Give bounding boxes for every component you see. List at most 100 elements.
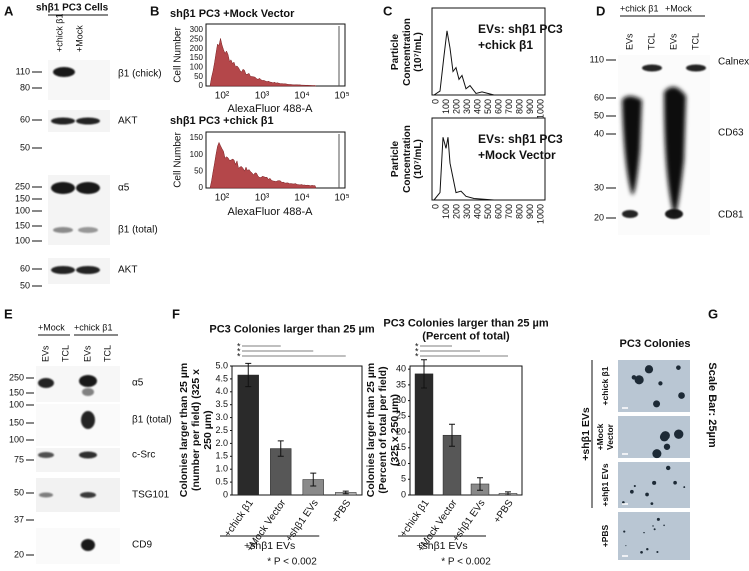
x-tick-label: +PBS <box>492 498 516 526</box>
y-tick-label: 0.5 <box>215 476 228 486</box>
bar <box>414 373 434 496</box>
marker-label: 100 <box>9 434 24 444</box>
group-label: +shβ1 EVs <box>244 540 295 552</box>
group-label: +chick β1 <box>74 322 112 332</box>
y-tick-label: 0 <box>199 81 204 90</box>
blot-band <box>82 388 94 396</box>
panel-label: B <box>150 3 159 18</box>
plot-frame <box>431 7 546 96</box>
error-bar <box>421 359 427 389</box>
lane-label: EVs <box>624 33 634 50</box>
marker-label: 250 <box>9 372 24 382</box>
x-tick-label: 500 <box>483 204 493 219</box>
marker-label: 75 <box>14 454 24 464</box>
x-tick-label: 10² <box>215 193 230 204</box>
significance-star: * <box>415 346 419 356</box>
colony <box>623 530 626 533</box>
x-tick-label: 10⁴ <box>294 91 309 102</box>
lane-label: TCL <box>646 33 656 50</box>
blot-band <box>79 375 97 387</box>
x-tick-label: 1000 <box>535 99 545 119</box>
colony <box>658 381 663 386</box>
x-tick-label: 700 <box>504 204 514 219</box>
plot-title: shβ1 PC3 +chick β1 <box>170 115 274 127</box>
y-tick-label: 0 <box>199 183 204 192</box>
y-tick-label: 30 <box>396 395 406 405</box>
blot-band <box>53 67 75 77</box>
y-tick-label: 1.0 <box>215 464 228 474</box>
blot-band <box>81 539 95 551</box>
x-tick-label: 10⁴ <box>294 193 309 204</box>
scale-bar-label: Scale Bar: 25µm <box>706 362 718 447</box>
x-tick-label: 1000 <box>535 204 545 224</box>
plot-title: shβ1 PC3 +Mock Vector <box>170 8 295 20</box>
colony <box>646 548 649 551</box>
x-tick-label: 0 <box>430 99 440 104</box>
marker-label: 50 <box>594 110 604 120</box>
row-label: +Mock Vector <box>595 423 615 451</box>
colony <box>644 365 654 374</box>
x-tick-label: +chick β1 <box>222 498 256 540</box>
lane-label: TCL <box>60 345 70 362</box>
y-tick-label: 3.0 <box>215 412 228 422</box>
panel-title: shβ1 PC3 Cells <box>36 3 109 14</box>
marker-label: 60 <box>20 114 30 124</box>
y-tick-label: 0 <box>401 489 406 499</box>
colony <box>656 517 660 521</box>
x-tick-label: 700 <box>504 99 514 114</box>
marker-label: 60 <box>594 92 604 102</box>
band-label: c-Src <box>132 450 155 461</box>
lane-label: EVs <box>82 345 92 362</box>
blot-band <box>622 210 638 218</box>
x-axis-label: AlexaFluor 488-A <box>228 103 314 115</box>
error-bar <box>505 491 511 496</box>
y-tick-label: 2.0 <box>215 438 228 448</box>
x-tick-label: 800 <box>514 204 524 219</box>
y-tick-label: 3.5 <box>215 399 228 409</box>
blot-band <box>38 452 54 458</box>
chart-title: PC3 Colonies larger than 25 µm (Percent … <box>383 317 549 342</box>
blot-strip <box>36 528 120 564</box>
x-tick-label: 10² <box>215 91 230 102</box>
y-tick-label: 100 <box>190 150 204 159</box>
colony <box>653 400 661 408</box>
y-tick-label: 300 <box>190 25 204 34</box>
lane-label: TCL <box>102 345 112 362</box>
colony <box>653 528 656 531</box>
marker-label: 100 <box>15 235 30 245</box>
marker-label: 37 <box>14 514 24 524</box>
marker-label: 80 <box>20 82 30 92</box>
concentration-curve <box>433 137 544 201</box>
y-tick-label: 35 <box>396 379 406 389</box>
blot-band <box>81 411 95 429</box>
y-axis-label: Particle Concentration (10⁷/mL) <box>389 17 424 86</box>
x-tick-label: 0 <box>430 204 440 209</box>
colony <box>663 443 671 450</box>
blot-strip <box>48 60 110 100</box>
blot-band <box>642 64 662 72</box>
lane-label: TCL <box>690 33 700 50</box>
y-axis-label: Colonies larger than 25 µm (Percent of t… <box>364 362 402 498</box>
band-label: α5 <box>132 378 144 389</box>
group-label: +Mock <box>665 3 692 13</box>
significance-star: * <box>237 341 241 351</box>
x-tick-label: 600 <box>493 204 503 219</box>
colony <box>674 429 684 439</box>
y-tick-label: 100 <box>190 62 204 71</box>
band-label: CD63 <box>718 128 744 139</box>
colony <box>633 484 636 488</box>
marker-label: 150 <box>9 387 24 397</box>
marker-label: 20 <box>594 212 604 222</box>
y-tick-label: 25 <box>396 411 406 421</box>
colony <box>631 375 637 380</box>
plot-legend: EVs: shβ1 PC3 <box>478 22 563 36</box>
x-tick-label: +shβ1 EVs <box>284 498 321 544</box>
blot-band <box>80 492 96 498</box>
plot-legend: +chick β1 <box>478 38 533 52</box>
y-tick-label: 5.0 <box>215 360 228 370</box>
y-tick-label: 200 <box>190 44 204 53</box>
colony <box>678 392 685 399</box>
x-tick-label: 10³ <box>255 91 270 102</box>
colony <box>663 524 665 527</box>
panel-label: G <box>708 306 718 321</box>
